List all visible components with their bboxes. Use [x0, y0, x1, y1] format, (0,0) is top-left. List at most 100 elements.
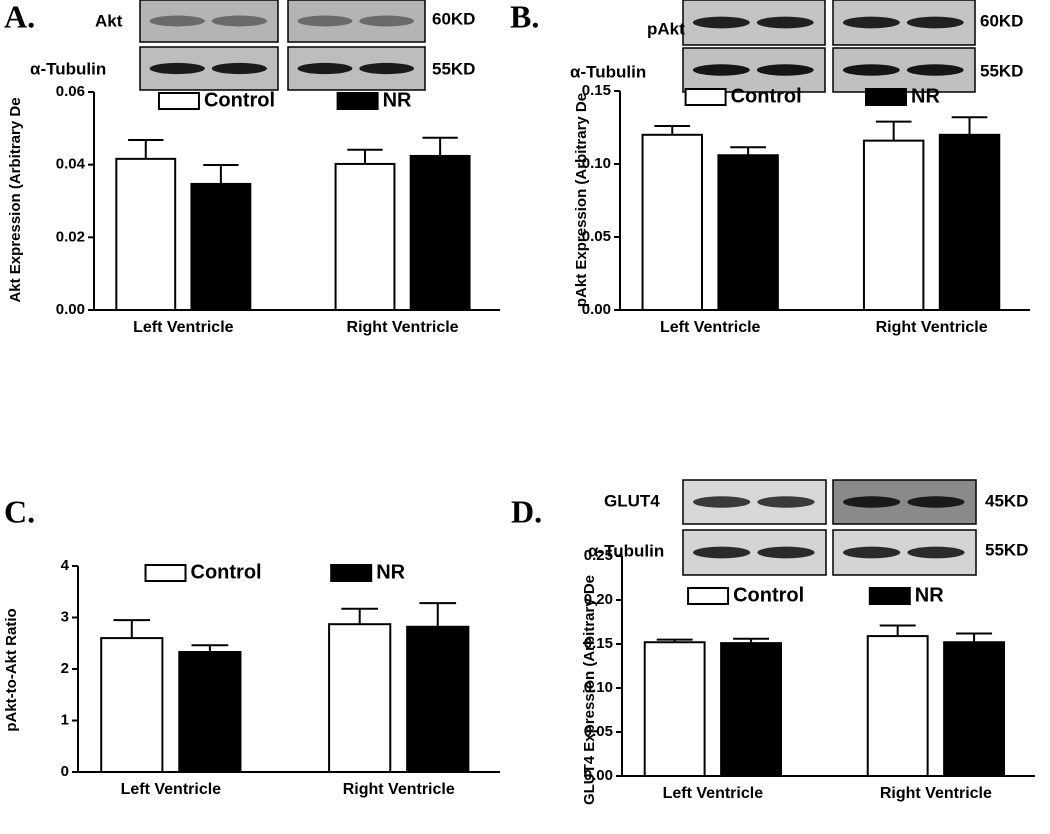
- y-axis-title: pAkt-to-Akt Ratio: [3, 608, 20, 731]
- x-tick-label: Left Ventricle: [133, 319, 234, 336]
- blot-band: [843, 496, 901, 508]
- x-tick-label: Left Ventricle: [663, 785, 764, 802]
- bar: [641, 133, 703, 311]
- y-tick-label: 0.00: [582, 301, 611, 318]
- blot-band: [211, 62, 267, 75]
- bar: [334, 162, 396, 311]
- blot-protein: GLUT4: [604, 491, 660, 510]
- x-tick-label: Right Ventricle: [343, 781, 455, 798]
- legend-label: Control: [733, 584, 804, 606]
- blot-band: [211, 15, 267, 27]
- bar: [328, 623, 392, 773]
- legend-swatch: [157, 92, 200, 110]
- y-tick-label: 0.06: [56, 83, 85, 100]
- blot-band: [757, 496, 815, 508]
- legend-label: NR: [376, 561, 405, 583]
- y-axis-title: pAkt Expression (Arbitrary De: [573, 93, 590, 307]
- y-tick-label: 0.00: [584, 767, 613, 784]
- panel-label: D.: [511, 493, 542, 529]
- bar: [943, 641, 1006, 777]
- blot-band: [906, 64, 964, 76]
- blot-band: [842, 16, 900, 29]
- panel-label: C.: [4, 493, 35, 529]
- y-tick-label: 0.20: [584, 591, 613, 608]
- bar: [178, 651, 242, 774]
- legend-swatch: [336, 92, 379, 110]
- blot-band: [757, 546, 815, 559]
- bar: [115, 157, 177, 311]
- x-tick-label: Right Ventricle: [876, 319, 988, 336]
- x-tick-label: Left Ventricle: [121, 781, 222, 798]
- legend-label: Control: [204, 89, 275, 111]
- legend-swatch: [330, 564, 373, 582]
- blot-band: [756, 64, 814, 76]
- bar: [406, 625, 470, 774]
- legend-label: NR: [383, 89, 412, 111]
- y-tick-label: 0.05: [584, 723, 613, 740]
- bar: [717, 154, 779, 311]
- blot-size: 60KD: [980, 11, 1023, 30]
- legend-swatch: [687, 587, 730, 605]
- y-tick-label: 3: [61, 608, 69, 625]
- legend-label: NR: [911, 85, 940, 107]
- bar: [643, 641, 706, 777]
- blot-band: [756, 16, 814, 29]
- blot-band: [149, 62, 205, 75]
- blot-protein: α-Tubulin: [30, 59, 106, 78]
- bar: [862, 139, 925, 311]
- legend-swatch: [684, 88, 727, 106]
- legend-label: NR: [915, 584, 944, 606]
- y-tick-label: 0.10: [584, 679, 613, 696]
- y-tick-label: 0.04: [56, 156, 86, 173]
- blot-band: [693, 546, 751, 559]
- blot-band: [843, 546, 901, 559]
- y-tick-label: 0.00: [56, 301, 85, 318]
- blot-band: [297, 15, 353, 27]
- legend-swatch: [865, 88, 907, 106]
- y-axis-title: GLUT4 Expression (Arbitrary De: [581, 575, 598, 805]
- panel-label: A.: [4, 0, 35, 34]
- blot-band: [906, 16, 964, 29]
- blot-size: 45KD: [985, 491, 1028, 510]
- y-tick-label: 0.02: [56, 228, 85, 245]
- blot-band: [297, 62, 353, 75]
- bar: [100, 637, 164, 773]
- blot-size: 55KD: [985, 540, 1028, 559]
- bar: [720, 642, 783, 777]
- blot-band: [693, 496, 751, 508]
- y-tick-label: 0.10: [582, 155, 611, 172]
- blot-images: [139, 0, 977, 576]
- blot-band: [692, 16, 750, 29]
- blot-size: 55KD: [980, 61, 1023, 80]
- blot-band: [359, 15, 415, 27]
- bar: [409, 154, 471, 311]
- y-tick-label: 0.15: [582, 82, 611, 99]
- blot-band: [149, 15, 205, 27]
- blot-band: [907, 496, 965, 508]
- bar: [866, 635, 929, 778]
- legend-swatch: [144, 564, 187, 582]
- x-tick-label: Left Ventricle: [660, 319, 761, 336]
- y-tick-label: 0: [61, 763, 69, 780]
- bar: [190, 182, 252, 312]
- blot-band: [842, 64, 900, 76]
- blot-size: 55KD: [432, 59, 475, 78]
- bar: [938, 133, 1001, 311]
- blot-protein: pAkt: [647, 19, 685, 38]
- y-tick-label: 1: [61, 711, 69, 728]
- x-tick-label: Right Ventricle: [347, 319, 459, 336]
- y-tick-label: 0.05: [582, 228, 611, 245]
- y-tick-label: 2: [61, 660, 69, 677]
- blot-band: [359, 62, 415, 75]
- blot-protein: α-Tubulin: [570, 62, 646, 81]
- blot-protein: α-Tubulin: [588, 541, 664, 560]
- blot-protein: Akt: [95, 11, 123, 30]
- x-tick-label: Right Ventricle: [880, 785, 992, 802]
- y-axis-title: Akt Expression (Arbitrary De: [7, 97, 24, 302]
- blot-band: [907, 546, 965, 559]
- legend-swatch: [868, 587, 911, 605]
- panel-label: B.: [510, 0, 539, 34]
- y-tick-label: 0.15: [584, 635, 613, 652]
- legend-label: Control: [191, 561, 262, 583]
